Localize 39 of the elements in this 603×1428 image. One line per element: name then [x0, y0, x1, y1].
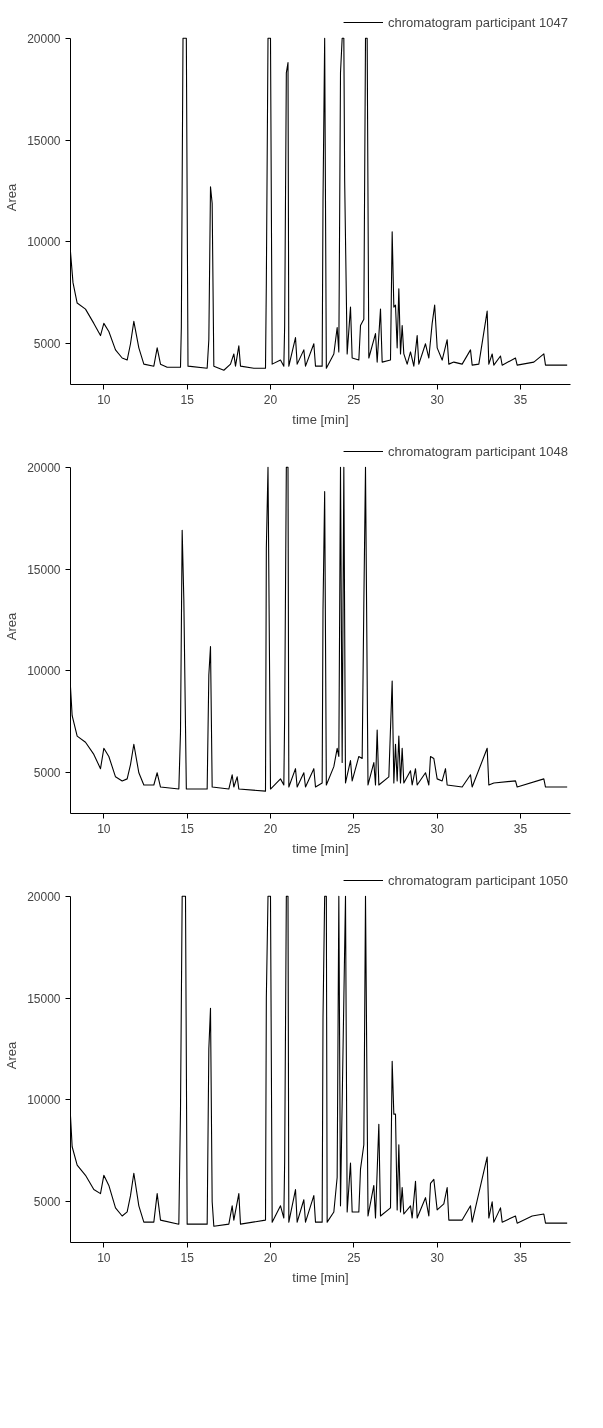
x-tick-label: 35	[513, 392, 528, 407]
y-tick-label: 15000	[27, 991, 61, 1006]
x-tick-label: 30	[430, 821, 445, 836]
legend-label: chromatogram participant 1050	[388, 872, 568, 888]
x-tick-label: 20	[263, 1250, 278, 1265]
x-axis-title: time [min]	[292, 411, 349, 427]
legend-label: chromatogram participant 1048	[388, 443, 568, 459]
x-tick-label: 35	[513, 821, 528, 836]
x-tick-label: 10	[97, 821, 111, 836]
x-tick-label: 30	[430, 392, 445, 407]
y-tick-label: 10000	[27, 664, 61, 679]
x-tick-label: 25	[347, 392, 361, 407]
y-tick-label: 10000	[27, 235, 61, 250]
legend-label: chromatogram participant 1047	[388, 14, 568, 30]
y-tick-label: 5000	[33, 337, 61, 352]
x-tick-label: 15	[180, 821, 195, 836]
x-tick-label: 35	[513, 1250, 528, 1265]
y-tick-label: 5000	[33, 1195, 61, 1210]
x-axis-title: time [min]	[292, 840, 349, 856]
x-tick-label: 10	[97, 1250, 111, 1265]
x-tick-label: 25	[347, 1250, 361, 1265]
x-tick-label: 25	[347, 821, 361, 836]
x-axis-title: time [min]	[292, 1269, 349, 1285]
y-tick-label: 20000	[27, 460, 61, 475]
x-tick-label: 30	[430, 1250, 445, 1265]
y-axis-title: Area	[4, 612, 20, 641]
y-axis-title: Area	[4, 183, 20, 212]
y-tick-label: 5000	[33, 766, 61, 781]
y-tick-label: 10000	[27, 1093, 61, 1108]
y-tick-label: 15000	[27, 562, 61, 577]
x-tick-label: 15	[180, 1250, 195, 1265]
x-tick-label: 10	[97, 392, 111, 407]
y-axis-title: Area	[4, 1041, 20, 1070]
x-tick-label: 20	[263, 821, 278, 836]
x-tick-label: 20	[263, 392, 278, 407]
y-tick-label: 20000	[27, 31, 61, 46]
y-tick-label: 15000	[27, 133, 61, 148]
y-tick-label: 20000	[27, 889, 61, 904]
x-tick-label: 15	[180, 392, 195, 407]
